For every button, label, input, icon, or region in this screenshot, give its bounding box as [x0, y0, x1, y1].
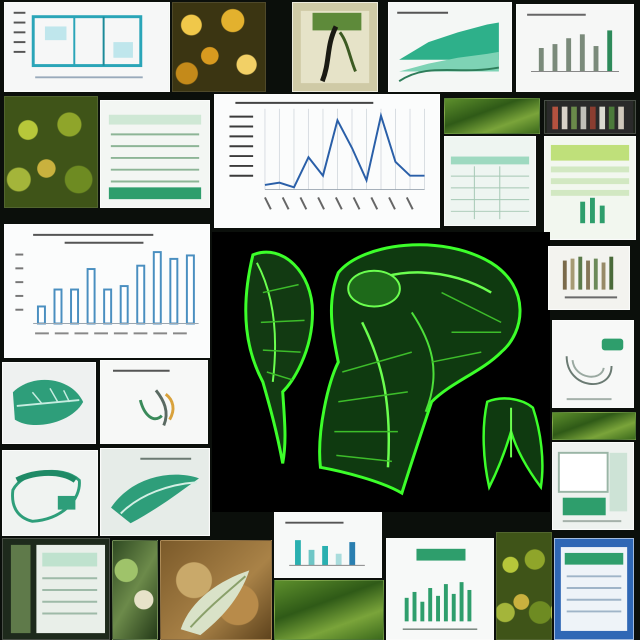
bar-chart-bar-4	[103, 288, 113, 325]
thumb-leaf-bottom-photo	[496, 532, 552, 640]
line-chart-svg	[215, 95, 439, 227]
leaf-closeup-graphic	[3, 451, 97, 535]
thumb-small-bar-chart	[274, 512, 382, 578]
blue-window-graphic	[555, 539, 633, 639]
thumb-field-photo	[444, 98, 540, 134]
small-bar-chart-graphic	[275, 513, 381, 577]
thumb-table-document	[100, 100, 210, 208]
main-body	[318, 243, 522, 496]
striped-panel-graphic	[546, 101, 634, 133]
thumb-leaf-brush-illustration	[100, 448, 210, 536]
thumb-dark-gallery	[2, 538, 110, 640]
thumb-striped-chart-small	[548, 246, 630, 310]
thumb-ui-panel-document	[552, 442, 634, 530]
floor-plan-graphic	[5, 3, 169, 91]
plant-wireframe-svg	[213, 233, 549, 511]
dark-gallery-graphic	[3, 539, 109, 639]
thumb-mottled-photo	[112, 540, 158, 640]
thumb-blue-window-document	[554, 538, 634, 640]
ui-panel-graphic	[553, 443, 633, 529]
thumb-spreadsheet-document	[444, 136, 536, 226]
thumb-bar-chart-document	[516, 4, 634, 92]
plant-sketch-graphic	[293, 3, 377, 91]
soil-leaf-graphic	[180, 570, 250, 636]
thumb-grass-photo	[552, 412, 636, 440]
bar-chart-bar-3	[86, 268, 96, 325]
bar-chart-bar-0	[36, 305, 46, 325]
right-small-leaf	[482, 397, 544, 491]
area-chart-graphic	[389, 3, 511, 91]
thumb-floor-plan-document	[4, 2, 170, 92]
thumb-plant-sketch-photo	[292, 2, 378, 92]
y-tick-labels	[15, 253, 24, 311]
bar-chart-bar-8	[169, 257, 179, 325]
thumb-green-plant-wireframe	[212, 232, 550, 512]
thumb-yellow-leaves-photo	[172, 2, 266, 92]
striped-chart-graphic	[549, 247, 629, 309]
bar-chart-bar-1	[53, 288, 63, 325]
bottom-bar-chart-graphic	[387, 539, 493, 639]
legend-lines	[229, 115, 254, 177]
left-leaf	[244, 250, 314, 464]
thumb-bottom-bar-chart	[386, 538, 494, 640]
thumb-diagram-document	[552, 320, 634, 408]
x-tick-labels	[264, 197, 414, 210]
bar-chart-svg	[5, 225, 209, 357]
leaf-brush-graphic	[101, 449, 209, 535]
thumb-soil-photo	[160, 540, 272, 640]
thumb-line-chart	[214, 94, 440, 228]
thumb-grass-bottom-photo	[274, 580, 384, 640]
thumb-green-area-chart	[388, 2, 512, 92]
table-document-graphic	[101, 101, 209, 207]
thumb-green-form-document	[544, 136, 636, 240]
bar-chart-bar-2	[70, 288, 80, 325]
thumb-leaf-illustration	[2, 362, 96, 444]
thumb-bar-chart-large	[4, 224, 210, 358]
bar-chart-bar-9	[185, 254, 195, 325]
thumb-striped-panel	[544, 100, 636, 134]
leaf-illustration-graphic	[3, 363, 95, 443]
thumb-green-leaves-photo	[4, 96, 98, 208]
sketch-illustration-graphic	[101, 361, 207, 443]
diagram-document-graphic	[553, 321, 633, 407]
thumb-sketch-illustration	[100, 360, 208, 444]
thumb-leaf-closeup	[2, 450, 98, 536]
spreadsheet-graphic	[445, 137, 535, 225]
bar-chart-bar-6	[136, 264, 146, 325]
bar-chart-bar-7	[152, 251, 162, 325]
green-form-graphic	[545, 137, 635, 239]
line-chart-series-0	[264, 111, 425, 189]
bar-chart-bar-5	[119, 285, 129, 325]
bar-chart-document-graphic	[517, 5, 633, 91]
